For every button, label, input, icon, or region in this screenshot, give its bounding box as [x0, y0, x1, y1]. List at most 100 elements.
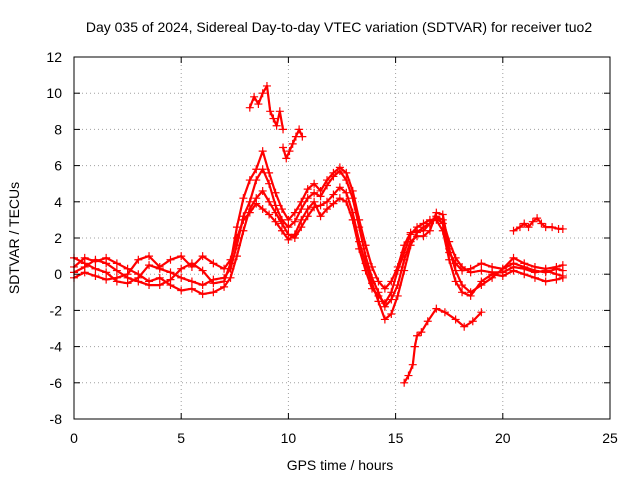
data-point: [226, 259, 235, 268]
data-point: [198, 252, 207, 261]
data-point: [558, 273, 567, 282]
data-point: [520, 270, 529, 279]
data-point: [102, 275, 111, 284]
data-point: [177, 252, 186, 261]
data-point: [342, 188, 351, 197]
data-point: [380, 315, 389, 324]
data-point: [209, 259, 218, 268]
data-point: [209, 279, 218, 288]
data-point: [368, 284, 377, 293]
data-point: [102, 268, 111, 277]
data-point: [477, 308, 486, 317]
series-track-8: [509, 214, 567, 235]
data-point: [419, 226, 428, 235]
data-point: [91, 272, 100, 281]
data-point: [451, 277, 460, 286]
data-point: [303, 205, 312, 214]
data-point: [387, 310, 396, 319]
data-point: [266, 107, 275, 116]
series-track-4: [70, 147, 567, 293]
x-tick-label: 25: [602, 430, 618, 446]
data-point: [134, 255, 143, 264]
data-point: [533, 214, 542, 223]
data-point: [269, 114, 278, 123]
data-point: [284, 215, 293, 224]
data-point: [541, 277, 550, 286]
data-point: [177, 264, 186, 273]
data-point: [295, 125, 304, 134]
y-tick-label: -2: [50, 302, 63, 318]
data-point: [290, 230, 299, 239]
data-point: [277, 205, 286, 214]
data-point: [520, 259, 529, 268]
data-point: [355, 244, 364, 253]
data-point: [498, 264, 507, 273]
data-point: [232, 223, 241, 232]
data-point: [477, 266, 486, 275]
data-point: [220, 277, 229, 286]
data-point: [406, 228, 415, 237]
data-point: [528, 217, 537, 226]
data-point: [552, 262, 561, 271]
data-point: [279, 125, 288, 134]
data-point: [297, 197, 306, 206]
data-point: [198, 266, 207, 275]
data-point: [361, 241, 370, 250]
data-point: [252, 199, 261, 208]
data-point: [239, 194, 248, 203]
data-point: [524, 223, 533, 232]
data-point: [458, 266, 467, 275]
data-point: [258, 205, 267, 214]
data-point: [329, 199, 338, 208]
data-point: [361, 266, 370, 275]
y-tick-label: 6: [54, 158, 62, 174]
data-point: [166, 275, 175, 284]
data-point: [166, 268, 175, 277]
data-point: [380, 299, 389, 308]
data-point: [245, 208, 254, 217]
data-point: [265, 197, 274, 206]
data-point: [558, 224, 567, 233]
data-point: [239, 215, 248, 224]
y-tick-label: -4: [50, 339, 63, 355]
data-point: [355, 215, 364, 224]
series-track-5: [245, 81, 288, 134]
data-point: [316, 212, 325, 221]
data-point: [393, 291, 402, 300]
data-point: [80, 262, 89, 271]
data-point: [509, 226, 518, 235]
data-point: [368, 273, 377, 282]
data-point: [145, 252, 154, 261]
data-point: [335, 194, 344, 203]
data-point: [380, 284, 389, 293]
data-point: [177, 273, 186, 282]
data-point: [279, 143, 288, 152]
data-point: [400, 241, 409, 250]
data-point: [477, 259, 486, 268]
x-tick-label: 20: [495, 430, 511, 446]
data-point: [322, 197, 331, 206]
data-point: [290, 217, 299, 226]
data-point: [284, 223, 293, 232]
x-tick-label: 10: [281, 430, 297, 446]
data-point: [404, 371, 413, 380]
data-point: [166, 255, 175, 264]
x-tick-label: 15: [388, 430, 404, 446]
data-point: [466, 264, 475, 273]
axis-ticks: 0 5 10 15 20 25 -8 -6 -4 -2 0 2 4 6 8 10 12: [46, 49, 618, 446]
data-point: [322, 205, 331, 214]
data-point: [298, 132, 307, 141]
data-point: [303, 185, 312, 194]
data-point: [393, 281, 402, 290]
y-tick-label: 2: [54, 230, 62, 246]
data-point: [515, 223, 524, 232]
data-point: [458, 288, 467, 297]
data-point: [445, 255, 454, 264]
data-point: [400, 378, 409, 387]
data-point: [265, 168, 274, 177]
data-point: [387, 295, 396, 304]
data-point: [265, 210, 274, 219]
data-point: [271, 217, 280, 226]
data-point: [284, 235, 293, 244]
data-point: [303, 212, 312, 221]
